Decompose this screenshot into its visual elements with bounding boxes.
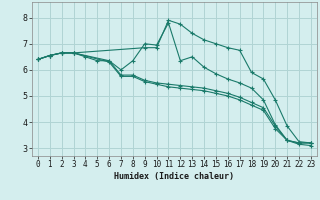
X-axis label: Humidex (Indice chaleur): Humidex (Indice chaleur): [115, 172, 234, 181]
